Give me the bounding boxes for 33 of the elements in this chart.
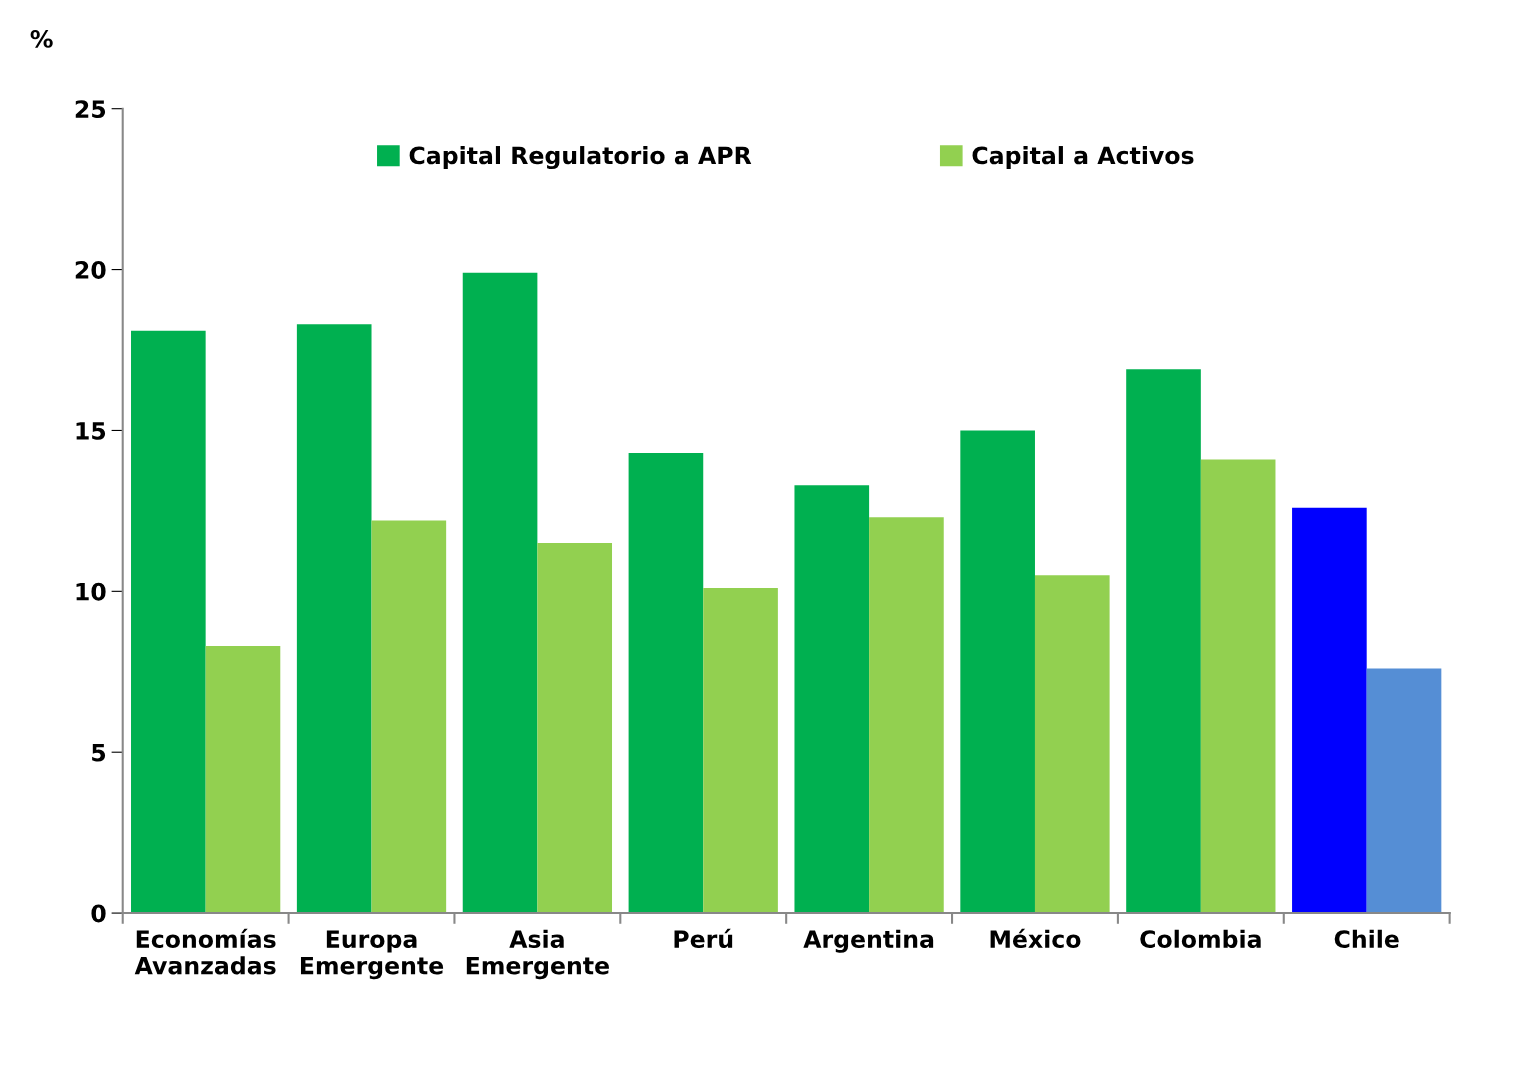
x-tick-label: Economías Avanzadas	[134, 928, 276, 975]
bar	[1034, 575, 1110, 914]
x-tick-label: Colombia	[1140, 929, 1261, 949]
y-axis-title: %	[30, 29, 53, 48]
x-tick-label: Argentina	[803, 929, 934, 953]
y-tick-label: 10	[76, 582, 106, 601]
y-tick-label: 5	[92, 743, 106, 762]
y-tick-label: 20	[75, 261, 106, 279]
x-tick-label: Perú	[674, 928, 733, 949]
y-tick-label: 15	[76, 422, 106, 440]
x-tick-label: Chile	[1334, 929, 1399, 949]
y-tick-label: 0	[91, 904, 106, 923]
bar	[1126, 369, 1201, 914]
bar	[703, 588, 778, 914]
x-tick-label: México	[990, 928, 1081, 949]
bar	[537, 543, 613, 914]
legend-label: Capital Regulatorio a APR	[409, 146, 752, 170]
bar	[628, 452, 704, 914]
bar	[131, 330, 206, 914]
bar	[960, 430, 1035, 914]
x-tick-label: Europa Emergente	[300, 930, 444, 980]
bar	[869, 517, 944, 914]
bar	[296, 324, 372, 914]
bar	[1366, 668, 1442, 914]
bar	[794, 485, 870, 914]
y-tick-label: 25	[75, 100, 106, 119]
bar	[205, 646, 281, 914]
legend-label: Capital a Activos	[972, 146, 1194, 169]
bar	[1200, 459, 1276, 914]
bar	[1292, 507, 1367, 914]
bar	[371, 520, 447, 914]
bar	[462, 272, 538, 914]
x-tick-label: Asia Emergente	[466, 929, 609, 980]
